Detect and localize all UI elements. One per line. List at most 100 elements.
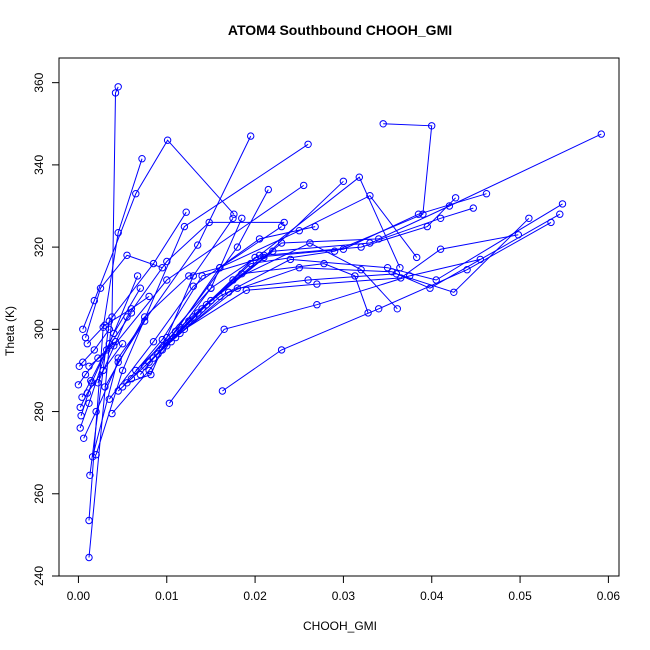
series-line — [89, 211, 187, 476]
x-tick-label: 0.02 — [243, 589, 267, 603]
data-point — [133, 272, 142, 280]
data-point — [76, 403, 84, 412]
data-point — [141, 317, 149, 325]
data-point — [114, 229, 122, 237]
data-point — [525, 214, 533, 223]
data-point — [364, 309, 372, 317]
series-line — [122, 180, 344, 388]
data-point — [198, 305, 206, 313]
data-point — [304, 276, 312, 284]
data-point — [218, 387, 227, 395]
data-point — [83, 340, 92, 348]
data-point — [163, 257, 171, 266]
x-tick-label: 0.05 — [508, 589, 532, 603]
data-point — [286, 255, 295, 264]
data-point — [366, 192, 374, 200]
data-point — [414, 210, 423, 218]
data-point — [295, 264, 303, 272]
data-point — [123, 379, 131, 387]
data-point — [149, 338, 158, 346]
data-point — [388, 268, 396, 276]
data-point — [182, 208, 190, 216]
data-point — [105, 325, 114, 333]
series-line — [222, 221, 552, 392]
data-point — [330, 247, 339, 255]
series-line — [86, 295, 150, 345]
data-point — [101, 383, 109, 391]
x-tick-label: 0.00 — [67, 589, 91, 603]
data-point — [445, 202, 454, 210]
data-point — [311, 222, 319, 231]
data-point — [80, 434, 88, 442]
data-point — [123, 251, 131, 260]
data-point — [383, 264, 392, 272]
data-point — [436, 245, 445, 253]
data-point — [85, 553, 93, 562]
data-point — [132, 190, 140, 198]
data-point — [313, 280, 321, 288]
data-point — [277, 346, 286, 354]
data-point — [94, 354, 102, 362]
data-point — [428, 122, 436, 130]
data-point — [145, 358, 153, 366]
data-point — [185, 272, 193, 280]
data-point — [165, 399, 174, 407]
y-tick-label: 280 — [32, 401, 46, 421]
series-line — [88, 184, 304, 367]
data-point — [158, 264, 167, 272]
data-point — [78, 393, 86, 401]
data-point — [96, 284, 105, 292]
data-point — [132, 366, 140, 375]
data-point — [176, 329, 184, 338]
data-point — [79, 325, 87, 333]
series-line — [170, 203, 563, 343]
data-point — [313, 301, 321, 309]
y-tick-label: 360 — [32, 72, 46, 92]
y-axis-label: Theta (K) — [3, 306, 17, 356]
data-point — [269, 247, 277, 255]
data-point — [171, 333, 180, 342]
data-point — [339, 177, 348, 186]
data-point — [136, 370, 145, 379]
series-line — [104, 226, 282, 388]
data-point — [469, 204, 477, 212]
data-point — [451, 194, 460, 202]
data-point — [127, 375, 136, 383]
data-point — [450, 288, 458, 296]
series-line — [166, 133, 602, 347]
series-line — [175, 213, 561, 338]
data-point — [149, 354, 158, 362]
data-point — [463, 266, 471, 274]
x-tick-label: 0.04 — [420, 589, 444, 603]
series-line — [83, 320, 146, 439]
data-point — [482, 190, 491, 198]
data-point — [79, 358, 87, 366]
data-point — [163, 342, 171, 350]
data-point — [163, 136, 172, 144]
data-point — [260, 253, 268, 262]
x-axis: 0.00 0.01 0.02 0.03 0.04 0.05 0.06 — [67, 575, 620, 603]
data-point — [207, 296, 215, 305]
x-tick-label: 0.01 — [155, 589, 179, 603]
series-line — [82, 139, 235, 330]
series-line — [80, 287, 141, 416]
data-point — [375, 305, 383, 313]
y-tick-label: 320 — [32, 237, 46, 257]
data-point — [85, 399, 93, 407]
data-point — [558, 200, 567, 208]
data-point — [379, 120, 387, 128]
data-point — [547, 218, 555, 227]
data-point — [366, 239, 374, 247]
series-layer — [74, 83, 605, 562]
data-point — [189, 313, 198, 321]
y-tick-label: 300 — [32, 319, 46, 339]
data-point — [242, 286, 251, 294]
data-point — [118, 383, 127, 391]
data-point — [320, 259, 328, 268]
data-point — [277, 239, 286, 247]
data-point — [300, 181, 308, 190]
data-point — [205, 218, 213, 227]
data-point — [393, 305, 401, 313]
data-point — [251, 253, 259, 262]
data-point — [351, 272, 359, 280]
